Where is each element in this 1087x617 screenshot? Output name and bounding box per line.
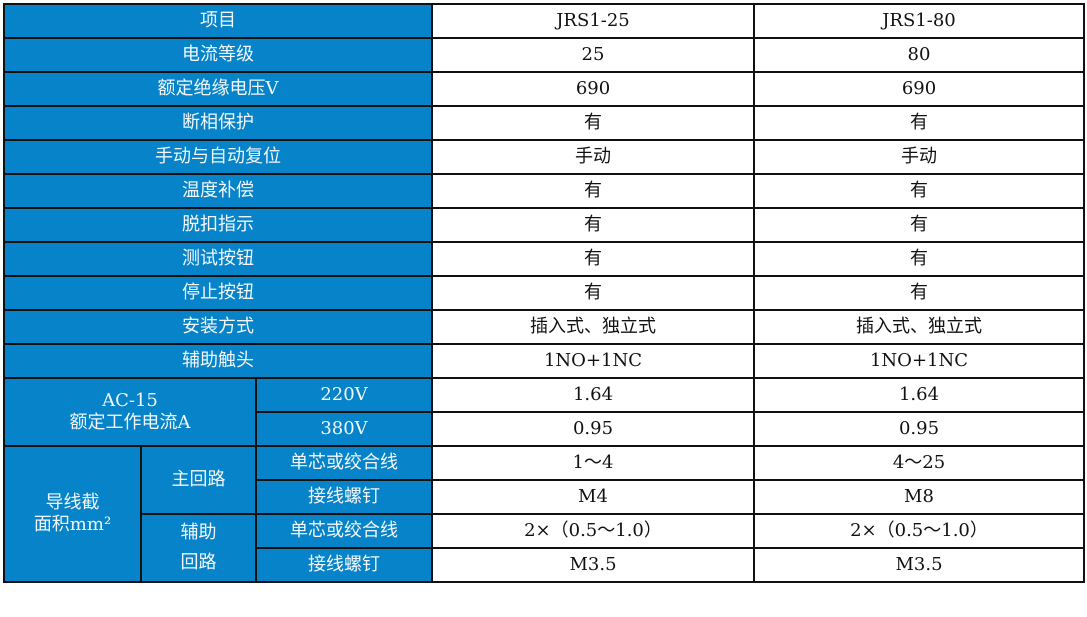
cell: 手动 (753, 139, 1085, 175)
cell: M3.5 (753, 547, 1085, 583)
cell: 1NO+1NC (753, 343, 1085, 379)
wire-type: 接线螺钉 (255, 547, 433, 583)
row-label: 停止按钮 (3, 275, 433, 311)
cell: 4～25 (753, 445, 1085, 481)
wire-type: 单芯或绞合线 (255, 513, 433, 549)
cell: 有 (431, 105, 755, 141)
voltage-label: 380V (255, 411, 433, 447)
row-label: 断相保护 (3, 105, 433, 141)
spec-table: 项目 JRS1-25 JRS1-80 电流等级 25 80 额定绝缘电压V 690 69… (3, 3, 1085, 583)
cell: 有 (753, 173, 1085, 209)
cell: 有 (753, 275, 1085, 311)
table-row: 接线螺钉 M3.5 M3.5 (4, 547, 1085, 583)
ac15-label: AC-15 额定工作电流A (3, 377, 257, 447)
table-row: 导线截 面积mm² 主回路 单芯或绞合线 1～4 4～25 (3, 445, 1085, 583)
cell: 2×（0.5～1.0） (431, 513, 755, 549)
cell: 有 (753, 105, 1085, 141)
cell: 80 (753, 37, 1085, 73)
cell: 有 (753, 241, 1085, 277)
cell: 插入式、独立式 (431, 309, 755, 345)
cell: 有 (431, 207, 755, 243)
header-row: 项目 JRS1-25 JRS1-80 (3, 3, 1085, 39)
cell: 1.64 (431, 377, 755, 413)
table-row: AC-15 额定工作电流A 220V 1.64 1.64 (3, 377, 1085, 447)
cell: 1.64 (753, 377, 1085, 413)
table-row: 脱扣指示有有 (3, 207, 1085, 243)
wire-label-line: 面积mm² (33, 514, 112, 535)
row-label: 安装方式 (3, 309, 433, 345)
table-row: 辅助回路 单芯或绞合线 2×（0.5～1.0） 2×（0.5～1.0） (4, 513, 1085, 583)
table-row: 额定绝缘电压V 690 690 (3, 71, 1085, 107)
main-circuit-label: 主回路 (140, 445, 257, 515)
cell: 690 (431, 71, 755, 107)
table-row: 测试按钮有有 (3, 241, 1085, 277)
cell: M4 (431, 479, 755, 515)
header-model: JRS1-25 (431, 3, 755, 39)
aux-label-line: 辅助 (180, 522, 217, 544)
aux-circuit-label: 辅助 回路 (140, 513, 257, 583)
table-row: 停止按钮有有 (3, 275, 1085, 311)
ac15-label-line: AC-15 (102, 390, 158, 412)
header-model: JRS1-80 (753, 3, 1085, 39)
row-label: 测试按钮 (3, 241, 433, 277)
cell: 1～4 (431, 445, 755, 481)
cell: M8 (753, 479, 1085, 515)
cell: 有 (431, 241, 755, 277)
cell: 2×（0.5～1.0） (753, 513, 1085, 549)
wire-label-line: 导线截 (45, 492, 100, 514)
wire-label: 导线截 面积mm² (3, 445, 142, 583)
row-label: 额定绝缘电压V (3, 71, 433, 107)
row-label: 电流等级 (3, 37, 433, 73)
voltage-label: 220V (255, 377, 433, 413)
table-row: 接线螺钉 M4 M8 (4, 479, 1085, 515)
cell: 有 (431, 173, 755, 209)
cell: 25 (431, 37, 755, 73)
row-label: 脱扣指示 (3, 207, 433, 243)
cell: 有 (431, 275, 755, 311)
row-label: 手动与自动复位 (3, 139, 433, 175)
wire-type: 接线螺钉 (255, 479, 433, 515)
cell: 1NO+1NC (431, 343, 755, 379)
wire-type: 单芯或绞合线 (255, 445, 433, 481)
cell: 有 (753, 207, 1085, 243)
table-row: 手动与自动复位 手动 手动 (3, 139, 1085, 175)
cell: 插入式、独立式 (753, 309, 1085, 345)
row-label: 温度补偿 (3, 173, 433, 209)
cell: M3.5 (431, 547, 755, 583)
cell: 0.95 (431, 411, 755, 447)
table-row: 380V 0.95 0.95 (4, 411, 1085, 447)
cell: 0.95 (753, 411, 1085, 447)
table-row: 安装方式 插入式、独立式 插入式、独立式 (3, 309, 1085, 345)
cell: 690 (753, 71, 1085, 107)
table-row: 电流等级 25 80 (3, 37, 1085, 73)
row-label: 辅助触头 (3, 343, 433, 379)
aux-label-line: 回路 (180, 552, 217, 573)
header-item: 项目 (3, 3, 433, 39)
cell: 手动 (431, 139, 755, 175)
ac15-label-line: 额定工作电流A (69, 412, 191, 433)
table-row: 温度补偿有有 (3, 173, 1085, 209)
table-row: 断相保护有有 (3, 105, 1085, 141)
table-row: 辅助触头 1NO+1NC 1NO+1NC (3, 343, 1085, 379)
